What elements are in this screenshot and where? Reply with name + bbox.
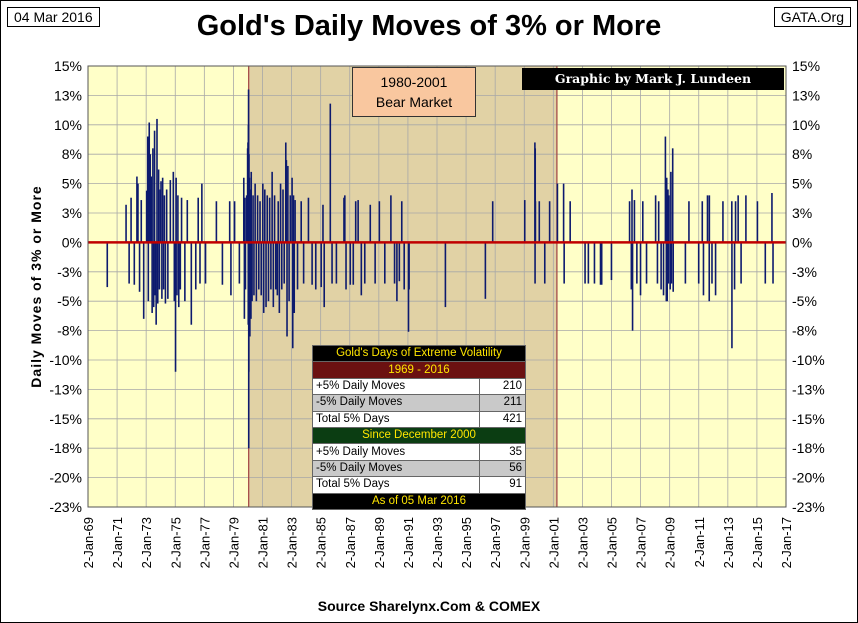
volatility-table: Gold's Days of Extreme Volatility 1969 -… bbox=[311, 344, 526, 510]
x-tick-label: 2-Jan-71 bbox=[110, 517, 125, 568]
row-label: +5% Daily Moves bbox=[311, 443, 481, 461]
y-tick-label-left: -5% bbox=[57, 293, 82, 309]
x-tick-label: 2-Jan-11 bbox=[692, 517, 707, 567]
x-tick-label: 2-Jan-07 bbox=[634, 517, 649, 568]
x-tick-label: 2-Jan-91 bbox=[401, 517, 416, 568]
volatility-table-footer: As of 05 Mar 2016 bbox=[312, 492, 526, 510]
x-tick-label: 2-Jan-69 bbox=[81, 517, 96, 568]
x-tick-label: 2-Jan-77 bbox=[197, 517, 212, 568]
x-tick-label: 2-Jan-73 bbox=[139, 517, 154, 568]
y-tick-label-right: -18% bbox=[792, 440, 825, 456]
row-label: -5% Daily Moves bbox=[311, 459, 481, 478]
chart-source-footer: Source Sharelynx.Com & COMEX bbox=[317, 598, 541, 614]
y-tick-label-right: 5% bbox=[792, 176, 812, 192]
x-tick-label: 2-Jan-87 bbox=[343, 517, 358, 568]
y-tick-label-right: -23% bbox=[792, 499, 825, 515]
row-value: 35 bbox=[479, 443, 526, 461]
y-axis-title: Daily Moves of 3% or More bbox=[28, 185, 44, 387]
table-row: Total 5% Days 421 bbox=[311, 410, 526, 428]
y-tick-label-left: 8% bbox=[62, 146, 82, 162]
row-label: +5% Daily Moves bbox=[311, 377, 481, 396]
table-row: +5% Daily Moves 210 bbox=[311, 377, 526, 396]
x-tick-label: 2-Jan-99 bbox=[517, 517, 532, 568]
date-label: 04 Mar 2016 bbox=[7, 7, 100, 27]
row-value: 56 bbox=[479, 459, 526, 478]
y-tick-label-right: -3% bbox=[792, 264, 817, 280]
x-tick-label: 2-Jan-89 bbox=[372, 517, 387, 568]
x-tick-label: 2-Jan-17 bbox=[779, 517, 794, 568]
row-label: Total 5% Days bbox=[311, 410, 481, 428]
bear-market-label: Bear Market bbox=[375, 94, 453, 110]
x-tick-label: 2-Jan-95 bbox=[459, 517, 474, 568]
y-tick-label-right: 0% bbox=[792, 234, 812, 250]
y-tick-label-left: -8% bbox=[57, 323, 82, 339]
y-tick-label-left: -3% bbox=[57, 264, 82, 280]
y-tick-label-left: 13% bbox=[54, 87, 82, 103]
chart-title: Gold's Daily Moves of 3% or More bbox=[196, 10, 662, 42]
y-tick-label-right: -5% bbox=[792, 293, 817, 309]
x-tick-label: 2-Jan-13 bbox=[721, 517, 736, 568]
x-tick-label: 2-Jan-09 bbox=[663, 517, 678, 568]
row-label: -5% Daily Moves bbox=[311, 394, 481, 412]
table-row: Total 5% Days 91 bbox=[311, 476, 526, 494]
y-tick-label-right: -8% bbox=[792, 323, 817, 339]
volatility-table-title: Gold's Days of Extreme Volatility bbox=[312, 344, 526, 363]
y-tick-label-left: -23% bbox=[49, 499, 82, 515]
table-row: -5% Daily Moves 56 bbox=[311, 459, 526, 478]
volatility-section-header: Since December 2000 bbox=[312, 426, 526, 445]
y-tick-label-left: 3% bbox=[62, 205, 82, 221]
x-tick-label: 2-Jan-79 bbox=[226, 517, 241, 568]
x-tick-label: 2-Jan-93 bbox=[430, 517, 445, 568]
row-value: 91 bbox=[479, 476, 526, 494]
y-tick-label-right: 13% bbox=[792, 87, 820, 103]
y-tick-label-left: -20% bbox=[49, 470, 82, 486]
x-tick-label: 2-Jan-83 bbox=[285, 517, 300, 568]
x-tick-label: 2-Jan-81 bbox=[256, 517, 271, 568]
y-tick-label-right: -13% bbox=[792, 381, 825, 397]
row-value: 421 bbox=[479, 410, 526, 428]
table-row: +5% Daily Moves 35 bbox=[311, 443, 526, 461]
x-tick-label: 2-Jan-85 bbox=[314, 517, 329, 568]
y-tick-label-left: -13% bbox=[49, 381, 82, 397]
y-tick-label-right: -10% bbox=[792, 352, 825, 368]
credit-label: Graphic by Mark J. Lundeen bbox=[522, 68, 784, 90]
volatility-section-header: 1969 - 2016 bbox=[312, 361, 526, 379]
y-tick-label-right: 8% bbox=[792, 146, 812, 162]
x-tick-label: 2-Jan-97 bbox=[488, 517, 503, 568]
bear-market-years: 1980-2001 bbox=[380, 74, 448, 90]
x-tick-label: 2-Jan-15 bbox=[750, 517, 765, 568]
row-value: 210 bbox=[479, 377, 526, 396]
table-row: -5% Daily Moves 211 bbox=[311, 394, 526, 412]
x-tick-label: 2-Jan-01 bbox=[546, 517, 561, 568]
row-label: Total 5% Days bbox=[311, 476, 481, 494]
y-tick-label-right: 15% bbox=[792, 58, 820, 74]
x-tick-label: 2-Jan-03 bbox=[575, 517, 590, 568]
y-tick-label-left: 5% bbox=[62, 176, 82, 192]
y-tick-label-right: -15% bbox=[792, 411, 825, 427]
y-tick-label-left: -15% bbox=[49, 411, 82, 427]
y-tick-label-left: -18% bbox=[49, 440, 82, 456]
y-tick-label-left: 15% bbox=[54, 58, 82, 74]
y-tick-label-left: -10% bbox=[49, 352, 82, 368]
x-tick-label: 2-Jan-05 bbox=[605, 517, 620, 568]
source-tag: GATA.Org bbox=[773, 7, 851, 27]
y-tick-label-right: 3% bbox=[792, 205, 812, 221]
x-tick-label: 2-Jan-75 bbox=[168, 517, 183, 568]
row-value: 211 bbox=[479, 394, 526, 412]
y-tick-label-right: -20% bbox=[792, 470, 825, 486]
y-tick-label-left: 0% bbox=[62, 234, 82, 250]
y-tick-label-right: 10% bbox=[792, 117, 820, 133]
bear-market-annotation: 1980-2001 Bear Market bbox=[352, 67, 476, 117]
y-tick-label-left: 10% bbox=[54, 117, 82, 133]
